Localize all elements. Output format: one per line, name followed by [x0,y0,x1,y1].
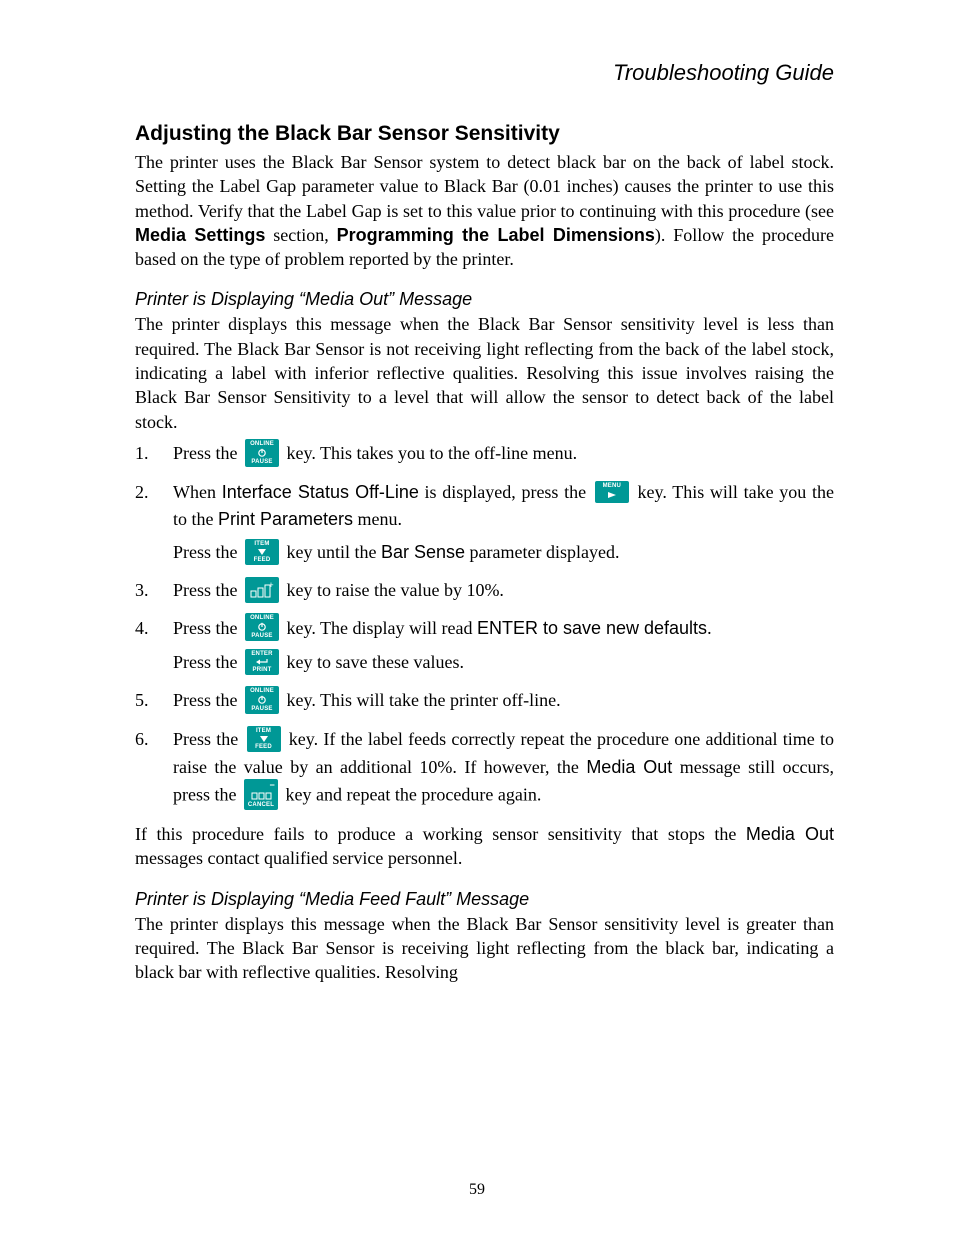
online-pause-key-icon: ONLINE PAUSE [245,439,279,467]
step-number: 1. [135,440,149,467]
down-arrow-icon [247,735,281,743]
plus-icon: + [245,580,279,600]
down-arrow-icon [245,548,279,556]
closing-c: messages contact qualified service perso… [135,848,462,868]
interface-status-off-line-label: Interface Status Off-Line [222,482,419,502]
subsection-media-feed-fault-title: Printer is Displaying “Media Feed Fault”… [135,889,834,910]
key-bot: CANCEL [244,802,278,808]
step-5-text-a: Press the [173,690,242,710]
online-pause-key-icon: ONLINE PAUSE [245,613,279,641]
step-3-text-a: Press the [173,580,242,600]
print-parameters-label: Print Parameters [218,509,353,529]
step-3-text-b: key to raise the value by 10%. [287,580,504,600]
closing-a: If this procedure fails to produce a wor… [135,824,746,844]
item-feed-key-icon: ITEM FEED [245,539,279,565]
closing-paragraph: If this procedure fails to produce a wor… [135,822,834,871]
enter-save-defaults-label: ENTER to save new defaults [477,618,707,638]
step-2-text-a: When [173,482,222,502]
key-top: ONLINE [245,615,279,621]
enter-print-key-icon: ENTER PRINT [245,649,279,675]
section-title: Adjusting the Black Bar Sensor Sensitivi… [135,122,834,146]
page-number: 59 [0,1181,954,1199]
menu-key-icon: MENU [595,481,629,503]
step-1-text-b: key. This takes you to the off-line menu… [287,443,578,463]
key-top: ONLINE [245,688,279,694]
item-feed-key-icon: ITEM FEED [247,726,281,752]
online-pause-key-icon: ONLINE PAUSE [245,686,279,714]
step-2-text-f: menu. [353,509,402,529]
step-4-text-f: key to save these values. [287,652,464,672]
subsection-media-out-title: Printer is Displaying “Media Out” Messag… [135,289,834,310]
minus-icon: − [244,781,278,790]
minus-cancel-key-icon: − CANCEL [244,779,278,810]
step-6-text-a: Press the [173,729,244,749]
media-out-label: Media Out [586,757,672,777]
step-number: 6. [135,726,149,753]
key-bot: PRINT [245,667,279,673]
media-out-label: Media Out [746,824,834,844]
step-6-text-e: key and repeat the procedure again. [285,785,541,805]
bar-sense-label: Bar Sense [381,542,465,562]
step-2-text-j: parameter displayed. [465,542,619,562]
step-2-text-g: Press the [173,542,242,562]
step-4-text-a: Press the [173,618,242,638]
key-bot: FEED [247,744,281,750]
key-bot: PAUSE [245,706,279,712]
step-4-text-e: Press the [173,652,242,672]
step-number: 4. [135,615,149,642]
key-top: ITEM [245,541,279,547]
return-icon [245,658,279,666]
step-number: 2. [135,479,149,506]
intro-text-2: section, [265,225,336,245]
step-2-text-c: is displayed, press the [419,482,592,502]
media-out-paragraph: The printer displays this message when t… [135,312,834,433]
step-1-text-a: Press the [173,443,242,463]
steps-list: 1. Press the ONLINE PAUSE key. This take… [135,440,834,812]
key-bot: PAUSE [245,633,279,639]
power-icon [245,695,279,705]
key-top: ITEM [247,728,281,734]
right-arrow-icon [595,490,629,500]
step-6: 6. Press the ITEM FEED key. If the label… [135,726,834,812]
step-4: 4. Press the ONLINE PAUSE key. The displ… [135,615,834,678]
step-5: 5. Press the ONLINE PAUSE key. This will… [135,687,834,716]
plus-key-icon: + [245,577,279,603]
power-icon [245,622,279,632]
bars-icon [244,791,278,801]
key-bot: FEED [245,557,279,563]
step-3: 3. Press the + key to raise the value by… [135,577,834,605]
media-feed-fault-paragraph: The printer displays this message when t… [135,912,834,985]
running-header: Troubleshooting Guide [135,60,834,86]
step-1: 1. Press the ONLINE PAUSE key. This take… [135,440,834,469]
step-5-text-b: key. This will take the printer off-line… [287,690,561,710]
programming-label-dimensions-ref: Programming the Label Dimensions [337,225,655,245]
step-number: 5. [135,687,149,714]
intro-text-1: The printer uses the Black Bar Sensor sy… [135,152,834,221]
power-icon [245,448,279,458]
step-2: 2. When Interface Status Off-Line is dis… [135,479,834,567]
intro-paragraph: The printer uses the Black Bar Sensor sy… [135,150,834,271]
key-bot: PAUSE [245,459,279,465]
key-top: MENU [595,483,629,489]
step-number: 3. [135,577,149,604]
page: Troubleshooting Guide Adjusting the Blac… [0,0,954,1235]
step-4-text-b: key. The display will read [287,618,477,638]
step-2-text-h: key until the [287,542,381,562]
media-settings-ref: Media Settings [135,225,265,245]
key-top: ENTER [245,651,279,657]
key-top: ONLINE [245,441,279,447]
step-4-text-d: . [707,618,712,638]
